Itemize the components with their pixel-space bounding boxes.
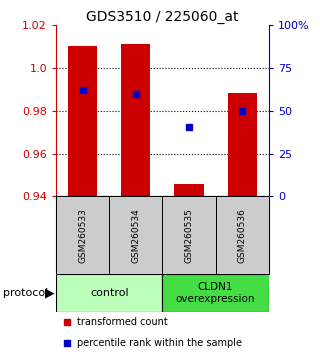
Bar <box>174 184 204 196</box>
Bar <box>56 274 163 312</box>
Bar <box>163 196 216 274</box>
Text: CLDN1
overexpression: CLDN1 overexpression <box>176 282 255 304</box>
Text: protocol: protocol <box>3 288 48 298</box>
Title: GDS3510 / 225060_at: GDS3510 / 225060_at <box>86 10 239 24</box>
Bar <box>56 196 109 274</box>
Text: percentile rank within the sample: percentile rank within the sample <box>77 338 242 348</box>
Bar <box>163 274 269 312</box>
Bar <box>121 44 150 196</box>
Text: transformed count: transformed count <box>77 317 168 327</box>
Bar <box>68 46 97 196</box>
Text: GSM260536: GSM260536 <box>238 208 247 263</box>
Text: GSM260533: GSM260533 <box>78 208 87 263</box>
Text: GSM260535: GSM260535 <box>185 208 194 263</box>
Text: control: control <box>90 288 129 298</box>
Text: ▶: ▶ <box>45 286 54 299</box>
Bar <box>228 93 257 196</box>
Bar <box>109 196 162 274</box>
Text: GSM260534: GSM260534 <box>131 208 140 263</box>
Bar <box>216 196 269 274</box>
